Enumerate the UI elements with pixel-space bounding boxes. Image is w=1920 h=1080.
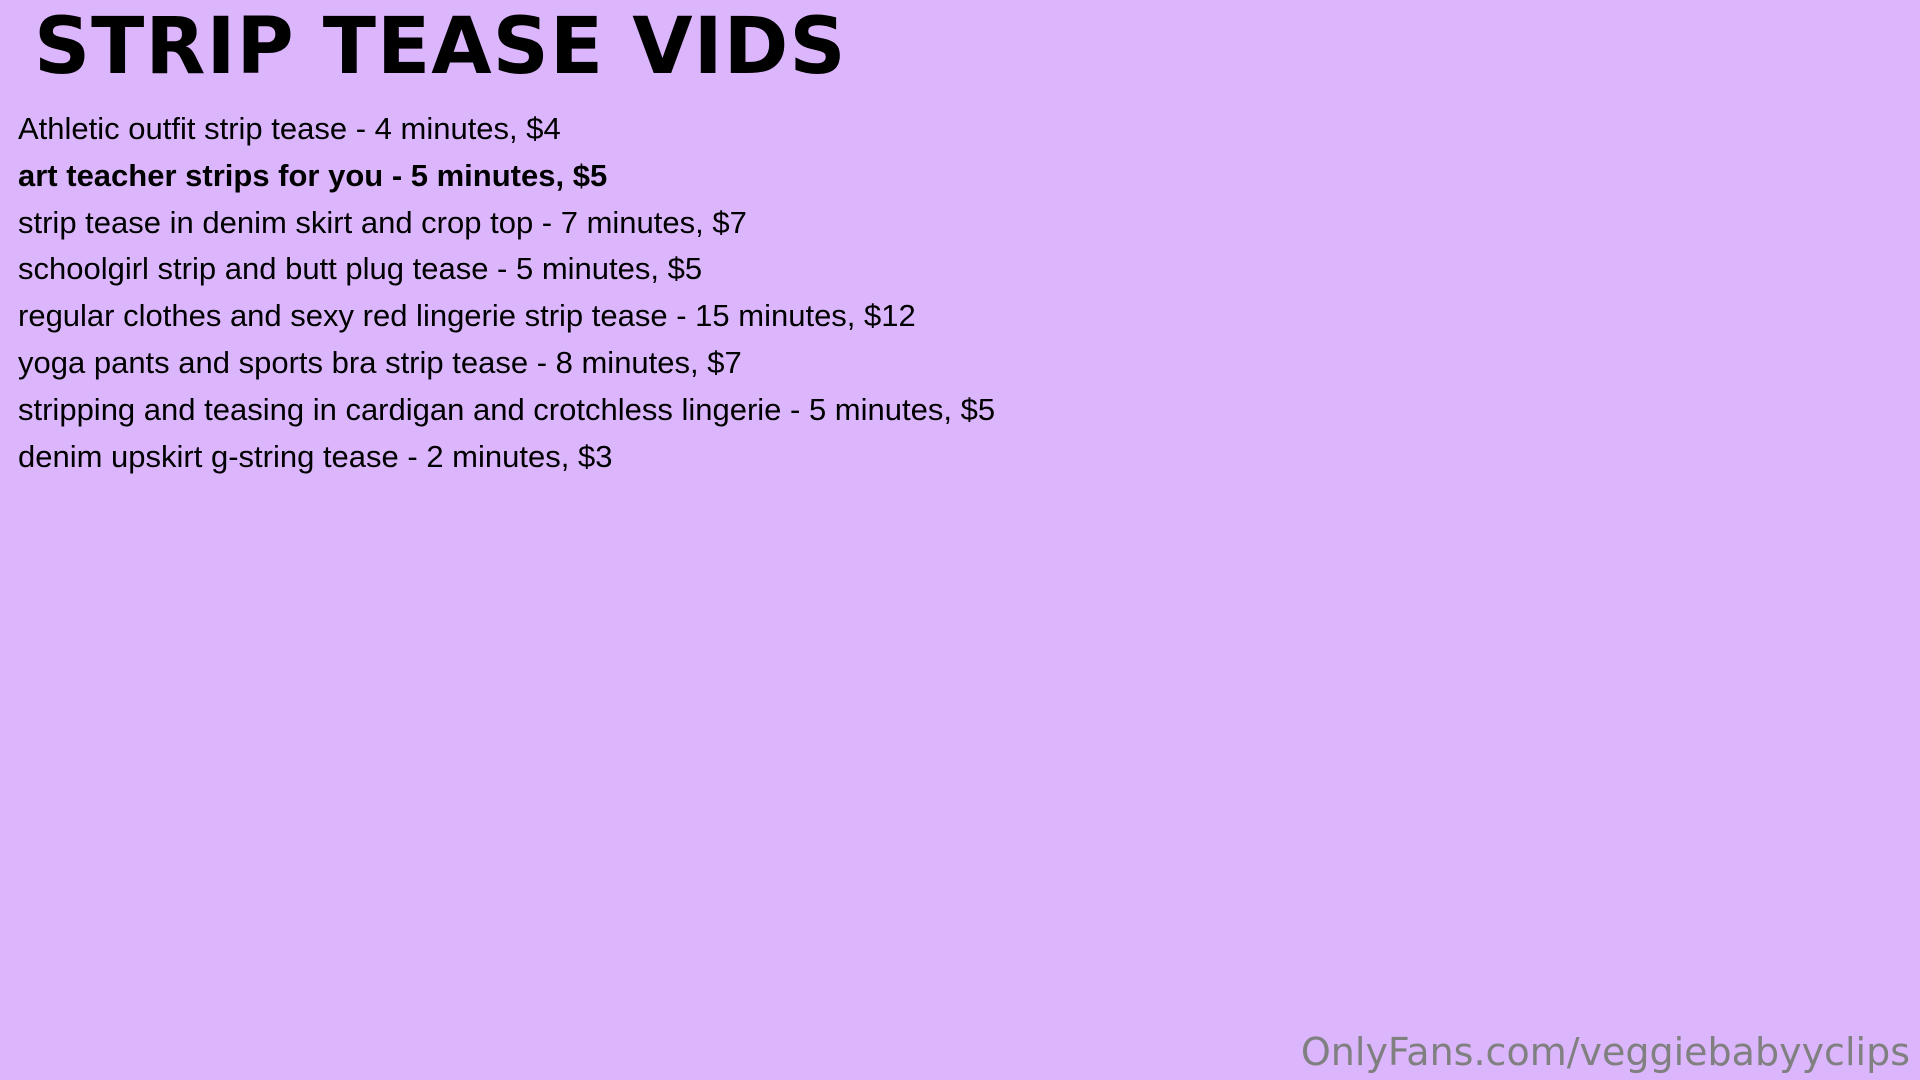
list-item: regular clothes and sexy red lingerie st… xyxy=(18,298,916,334)
list-item: strip tease in denim skirt and crop top … xyxy=(18,204,747,240)
list-item: yoga pants and sports bra strip tease - … xyxy=(18,344,742,380)
list-item: stripping and teasing in cardigan and cr… xyxy=(18,391,996,427)
list-item: art teacher strips for you - 5 minutes, … xyxy=(18,157,608,193)
list-item: Athletic outfit strip tease - 4 minutes,… xyxy=(18,111,561,146)
video-list: Athletic outfit strip tease - 4 minutes,… xyxy=(18,106,995,480)
page-title: STRIP TEASE VIDS xyxy=(34,2,847,92)
list-item: schoolgirl strip and butt plug tease - 5… xyxy=(18,251,703,287)
list-item: denim upskirt g-string tease - 2 minutes… xyxy=(18,438,613,474)
watermark: OnlyFans.com/veggiebabyyclips xyxy=(1300,1030,1910,1074)
